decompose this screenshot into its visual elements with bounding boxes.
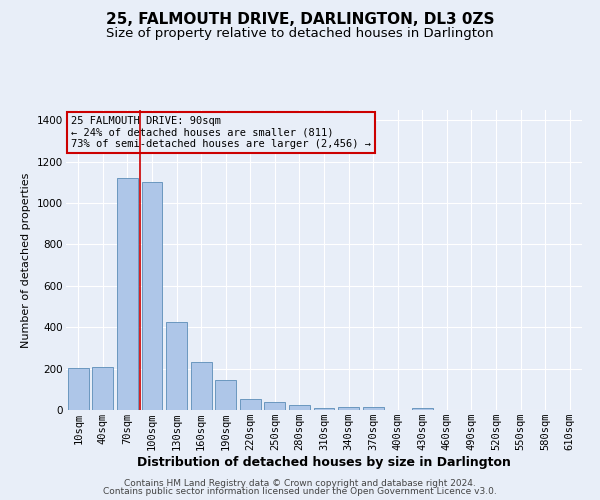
Bar — [215, 380, 236, 410]
Y-axis label: Number of detached properties: Number of detached properties — [22, 172, 31, 348]
Bar — [92, 366, 113, 410]
Bar — [191, 362, 212, 410]
Text: 25, FALMOUTH DRIVE, DARLINGTON, DL3 0ZS: 25, FALMOUTH DRIVE, DARLINGTON, DL3 0ZS — [106, 12, 494, 28]
Bar — [289, 406, 310, 410]
Text: Size of property relative to detached houses in Darlington: Size of property relative to detached ho… — [106, 28, 494, 40]
Text: Contains HM Land Registry data © Crown copyright and database right 2024.: Contains HM Land Registry data © Crown c… — [124, 478, 476, 488]
Bar — [68, 368, 89, 410]
Bar — [142, 182, 163, 410]
Bar — [362, 407, 383, 410]
Text: Contains public sector information licensed under the Open Government Licence v3: Contains public sector information licen… — [103, 487, 497, 496]
Bar — [117, 178, 138, 410]
Bar — [265, 402, 286, 410]
Bar — [412, 408, 433, 410]
Text: 25 FALMOUTH DRIVE: 90sqm
← 24% of detached houses are smaller (811)
73% of semi-: 25 FALMOUTH DRIVE: 90sqm ← 24% of detach… — [71, 116, 371, 149]
Bar — [338, 408, 359, 410]
Bar — [166, 322, 187, 410]
Bar — [240, 398, 261, 410]
Bar — [314, 408, 334, 410]
X-axis label: Distribution of detached houses by size in Darlington: Distribution of detached houses by size … — [137, 456, 511, 469]
